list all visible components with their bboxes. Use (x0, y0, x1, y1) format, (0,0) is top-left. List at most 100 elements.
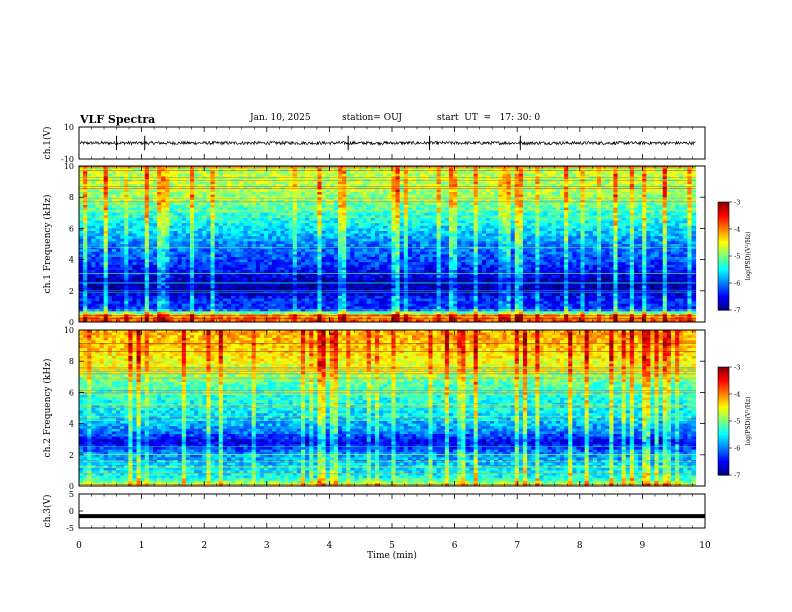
spectrogram-cell (666, 189, 672, 193)
spectrogram-cell (547, 199, 553, 203)
spectrogram-cell (535, 205, 540, 209)
spectrogram-cell (399, 207, 405, 211)
spectrogram-cell (444, 181, 450, 185)
spectrogram-cell (485, 184, 491, 188)
spectrogram-cell (148, 199, 154, 203)
spectrogram-cell (691, 205, 697, 209)
spectrogram-cell (407, 207, 413, 211)
spectrogram-cell (448, 171, 454, 175)
spectrogram-cell (617, 171, 623, 175)
spectrogram-cell (465, 192, 471, 196)
spectrogram-cell (605, 192, 610, 196)
spectrogram-cell (683, 210, 688, 214)
spectrogram-cell (621, 194, 627, 198)
spectrogram-cell (510, 207, 516, 211)
spectrogram-cell (313, 205, 318, 209)
spectrogram-cell (181, 189, 187, 193)
spectrogram-cell (646, 194, 651, 198)
spectrogram-cell (399, 199, 405, 203)
spectrogram-cell (350, 205, 355, 209)
spectrogram-cell (551, 205, 557, 209)
spectrogram-cell (547, 189, 553, 193)
spectrogram-cell (296, 173, 302, 177)
spectrogram-cell (342, 202, 347, 206)
spectrogram-cell (124, 199, 129, 203)
spectrogram-cell (177, 205, 183, 209)
spectrogram-cell (243, 168, 249, 172)
spectrogram-cell (547, 207, 553, 211)
spectrogram-cell (157, 199, 162, 203)
spectrogram-cell (675, 171, 680, 175)
spectrogram-cell (465, 210, 471, 214)
spectrogram-cell (370, 189, 376, 193)
spectrogram-cell (251, 199, 257, 203)
spectrogram-cell (498, 202, 503, 206)
spectrogram-cell (596, 207, 602, 211)
spectrogram-cell (124, 205, 129, 209)
spectrogram-cell (494, 184, 499, 188)
spectrogram-cell (424, 205, 429, 209)
spectrogram-cell (518, 181, 524, 185)
spectrogram-cell (235, 207, 240, 211)
spectrogram-cell (107, 205, 113, 209)
spectrogram-cell (609, 207, 614, 211)
spectrogram-cell (107, 181, 113, 185)
spectrogram-cell (477, 199, 483, 203)
spectrogram-cell (564, 171, 569, 175)
spectrogram-cell (625, 207, 631, 211)
spectrogram-cell (251, 173, 257, 177)
spectrogram-cell (629, 194, 635, 198)
spectrogram-cell (650, 171, 655, 175)
spectrogram-cell (687, 173, 692, 177)
spectrogram-cell (444, 173, 450, 177)
spectrogram-cell (568, 192, 573, 196)
spectrogram-cell (416, 210, 421, 214)
spectrogram-cell (675, 210, 680, 214)
spectrogram-cell (596, 210, 602, 214)
spectrogram-cell (543, 168, 549, 172)
spectrogram-cell (572, 184, 577, 188)
spectrogram-cell (679, 194, 684, 198)
spectrogram-cell (329, 192, 335, 196)
spectrogram-cell (152, 171, 158, 175)
spectrogram-cell (79, 202, 84, 206)
spectrogram-cell (387, 184, 392, 188)
spectrogram-cell (222, 202, 228, 206)
spectrogram-cell (247, 171, 253, 175)
spectrogram-cell (613, 171, 619, 175)
spectrogram-cell (337, 168, 343, 172)
spectrogram-cell (235, 189, 240, 193)
spectrogram-cell (157, 192, 162, 196)
spectrogram-cell (448, 192, 454, 196)
spectrogram-cell (128, 207, 133, 211)
spectrogram-cell (99, 184, 105, 188)
spectrogram-cell (629, 192, 635, 196)
spectrogram-cell (666, 210, 672, 214)
spectrogram-cell (670, 199, 676, 203)
spectrogram-cell (140, 181, 146, 185)
spectrogram-cell (251, 184, 257, 188)
spectrogram-cell (194, 199, 199, 203)
spectrogram-cell (148, 194, 154, 198)
spectrogram-cell (555, 173, 561, 177)
spectrogram-cell (255, 199, 261, 203)
spectrogram-cell (650, 205, 655, 209)
spectrogram-cell (531, 181, 536, 185)
spectrogram-cell (531, 184, 536, 188)
spectrogram-cell (658, 168, 664, 172)
spectrogram-cell (99, 205, 105, 209)
spectrogram-cell (424, 192, 429, 196)
spectrogram-cell (181, 194, 187, 198)
spectrogram-cell (527, 189, 532, 193)
spectrogram-cell (214, 173, 220, 177)
spectrogram-cell (568, 173, 573, 177)
spectrogram-cell (675, 173, 680, 177)
spectrogram-cell (605, 189, 610, 193)
spectrogram-cell (596, 194, 602, 198)
spectrogram-cell (362, 210, 368, 214)
spectrogram-cell (268, 199, 273, 203)
spectrogram-cell (502, 205, 508, 209)
spectrogram-cell (165, 202, 170, 206)
spectrogram-cell (387, 173, 392, 177)
spectrogram-cell (305, 205, 310, 209)
